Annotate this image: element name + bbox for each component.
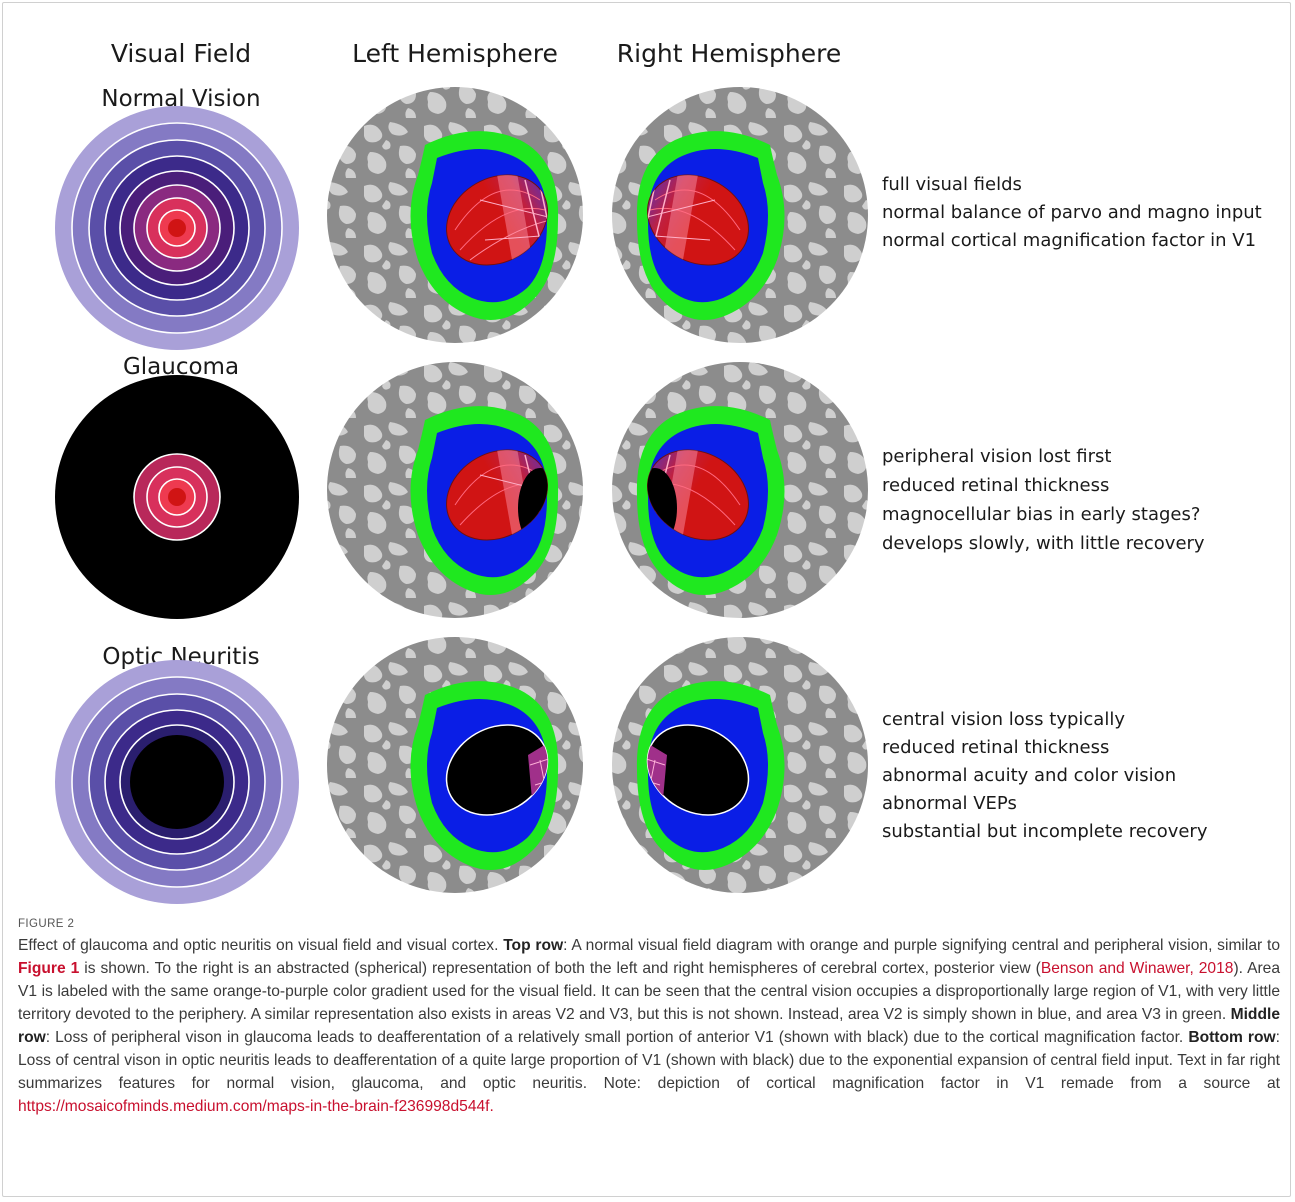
caption-body: Effect of glaucoma and optic neuritis on… [18, 934, 1280, 1118]
feature-text: develops slowly, with little recovery [882, 533, 1205, 554]
middle-row-label: Middle row [18, 1006, 1280, 1046]
feature-text: magnocellular bias in early stages? [882, 504, 1200, 525]
caption-text: : Loss of peripheral vison in glaucoma l… [45, 1029, 1189, 1046]
left-hemisphere-glaucoma [327, 362, 583, 618]
caption-text: . [489, 1098, 494, 1115]
source-url-link[interactable]: https://mosaicofminds.medium.com/maps-in… [18, 1098, 490, 1115]
bottom-row-label: Bottom row [1188, 1029, 1276, 1046]
visual-field-glaucoma [55, 375, 299, 619]
feature-text: normal balance of parvo and magno input [882, 202, 1262, 223]
feature-text: reduced retinal thickness [882, 737, 1109, 758]
feature-text: abnormal VEPs [882, 793, 1017, 814]
feature-text: abnormal acuity and color vision [882, 765, 1176, 786]
citation-link[interactable]: Benson and Winawer, 2018 [1040, 960, 1234, 977]
left-hemisphere-normal [327, 87, 583, 343]
caption-text: Effect of glaucoma and optic neuritis on… [18, 937, 504, 954]
feature-text: central vision loss typically [882, 709, 1125, 730]
feature-text: peripheral vision lost first [882, 446, 1111, 467]
figure-illustration: Visual Field Left Hemisphere Right Hemis… [55, 39, 1262, 904]
caption-text: ). Area V1 is labeled with the same oran… [18, 960, 1281, 1023]
right-hemisphere-normal [612, 87, 868, 343]
feature-text: normal cortical magnification factor in … [882, 230, 1256, 251]
left-hemisphere-optic-neuritis [327, 637, 583, 893]
visual-field-normal [55, 106, 299, 350]
figure-1-link[interactable]: Figure 1 [18, 960, 80, 977]
features-optic-neuritis: central vision loss typically reduced re… [882, 709, 1208, 842]
visual-field-optic-neuritis [55, 660, 299, 904]
feature-text: substantial but incomplete recovery [882, 821, 1208, 842]
feature-text: reduced retinal thickness [882, 475, 1109, 496]
caption-text: : Loss of central vison in optic neuriti… [18, 1029, 1280, 1092]
figure-number: FIGURE 2 [18, 918, 75, 930]
top-row-label: Top row [503, 937, 564, 954]
caption-text: is shown. To the right is an abstracted … [79, 960, 1041, 977]
features-glaucoma: peripheral vision lost first reduced ret… [882, 446, 1205, 554]
right-hemisphere-glaucoma [612, 362, 868, 618]
visual-field-heading: Visual Field [111, 39, 251, 68]
right-hemisphere-heading: Right Hemisphere [617, 39, 842, 68]
caption-text: : A normal visual field diagram with ora… [563, 937, 1281, 954]
features-normal-vision: full visual fields normal balance of par… [882, 174, 1262, 251]
feature-text: full visual fields [882, 174, 1022, 195]
right-hemisphere-optic-neuritis [612, 637, 868, 893]
figure-caption: FIGURE 2 Effect of glaucoma and optic ne… [18, 918, 1280, 1118]
left-hemisphere-heading: Left Hemisphere [352, 39, 558, 68]
